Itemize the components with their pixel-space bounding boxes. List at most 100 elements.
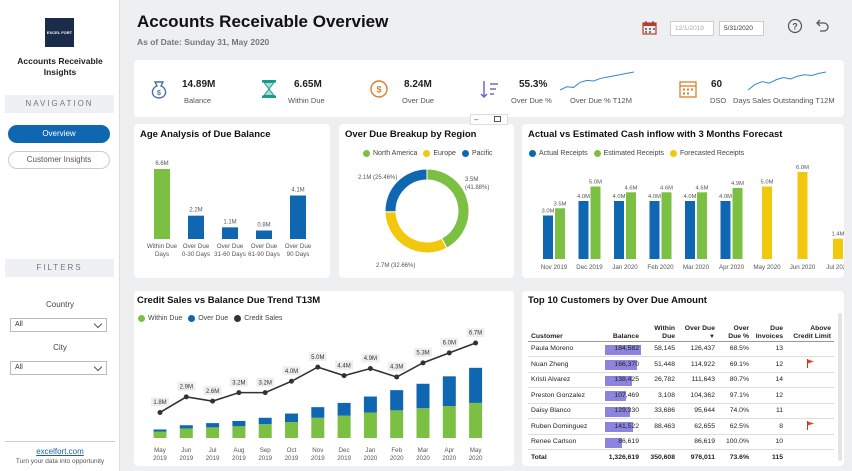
credit-sales-label: 5.0M — [311, 355, 324, 361]
date-from-input[interactable]: 12/1/2019 — [670, 21, 714, 36]
legend-label: Estimated Receipts — [603, 150, 664, 157]
col-over-due[interactable]: Over Due ▼ — [678, 311, 718, 341]
city-dropdown[interactable]: All — [10, 361, 107, 375]
col-customer[interactable]: Customer — [531, 332, 563, 340]
col-due-invoices[interactable]: Due Invoices — [755, 324, 783, 340]
age-tick-label: 61-90 Days — [248, 251, 280, 258]
over-due-bar — [363, 396, 377, 413]
balance-databar — [605, 422, 633, 432]
table-row[interactable]: Daisy Blanco 129,330 33,686 95,644 74.0% 11 — [528, 403, 834, 419]
kpi-within-due-label: Within Due — [288, 96, 325, 105]
over-due-bar — [232, 420, 246, 427]
forecast-bar-label: 4.0M — [719, 194, 732, 200]
minus-icon[interactable]: – — [474, 115, 479, 124]
forecast-bar — [762, 186, 772, 259]
donut-slice — [384, 211, 448, 254]
kpi-over-due-label: Over Due — [402, 96, 435, 105]
cell-over-due: 111,643 — [678, 372, 718, 388]
forecast-bar-label: 4.6M — [625, 185, 638, 191]
cell-due-invoices: 12 — [752, 387, 786, 404]
trend-chart: May2019Jun2019Jul2019Aug2019Sep2019Oct20… — [151, 328, 485, 462]
credit-sales-point — [420, 360, 426, 366]
over-due-bar — [206, 423, 220, 428]
within-due-bar — [153, 431, 167, 438]
age-tick-label: 0-30 Days — [182, 251, 210, 258]
cell-within-due: 58,145 — [642, 341, 678, 357]
credit-sales-label: 3.2M — [259, 380, 272, 386]
cell-due-invoices: 13 — [752, 341, 786, 357]
nav-overview-button[interactable]: Overview — [8, 125, 110, 143]
over-due-pct-sparkline-label: Over Due % T12M — [570, 96, 632, 105]
col-balance[interactable]: Balance — [612, 332, 639, 340]
col-above-credit-limit[interactable]: Above Credit Limit — [793, 324, 831, 340]
kpi-over-due-pct-value: 55.3% — [519, 79, 548, 90]
forecast-bar — [626, 192, 636, 259]
legend-swatch — [363, 150, 370, 157]
credit-sales-point — [315, 364, 321, 370]
total-due-invoices: 115 — [772, 454, 783, 461]
forecast-chart: 3.0M 3.5M Nov 2019 4.0M 5.0M Dec 2019 4.0M 4.6M… — [541, 165, 844, 271]
calendar-icon[interactable] — [642, 20, 657, 35]
age-bar-label: 1.1M — [223, 219, 236, 225]
cell-over-due: 95,644 — [678, 403, 718, 419]
legend-label: Actual Receipts — [539, 150, 588, 157]
total-label: Total — [531, 454, 547, 461]
credit-sales-point — [183, 394, 189, 400]
credit-sales-label: 5.3M — [416, 351, 429, 357]
table-row[interactable]: Ruben Dominguez 141,522 88,463 62,655 62.5% 8 — [528, 418, 834, 435]
cell-over-due-pct: 68.5% — [718, 341, 752, 357]
table-row[interactable]: Nuan Zheng 166,370 51,448 114,922 69.1% 12 — [528, 356, 834, 373]
dso-sparkline — [747, 71, 827, 91]
visual-header-toolbar[interactable]: – — [470, 114, 508, 125]
credit-sales-label: 4.3M — [390, 365, 403, 371]
cell-over-due-pct: 69.1% — [718, 356, 752, 373]
forecast-bar-label: 3.5M — [554, 201, 567, 207]
credit-sales-point — [262, 390, 268, 396]
col-over-due-pct[interactable]: Over Due % — [728, 324, 749, 340]
money-bag-icon: $ — [151, 81, 167, 99]
cell-balance: 166,370 — [604, 356, 642, 373]
col-within-due[interactable]: Within Due — [654, 324, 675, 340]
date-to-input[interactable]: 5/31/2020 — [719, 21, 764, 36]
legend-swatch — [529, 150, 536, 157]
within-due-bar — [232, 426, 246, 438]
forecast-bar — [649, 201, 660, 259]
within-due-bar — [416, 408, 430, 438]
cell-customer: Ruben Dominguez — [528, 418, 604, 435]
balance-value: 129,330 — [614, 407, 639, 415]
credit-sales-point — [394, 374, 400, 380]
table-scrollbar[interactable] — [838, 313, 842, 461]
credit-sales-point — [341, 373, 347, 379]
cell-over-due-pct: 62.5% — [718, 418, 752, 435]
trend-tick-label: Jul — [209, 447, 217, 454]
over-due-bar — [311, 407, 325, 418]
legend-label: Credit Sales — [244, 315, 283, 322]
credit-sales-label-bg — [335, 360, 354, 370]
country-dropdown[interactable]: All — [10, 318, 107, 332]
table-row[interactable]: Paula Moreno 184,582 58,145 126,437 68.5% 13 — [528, 341, 834, 357]
credit-sales-point — [236, 390, 242, 396]
region-title: Over Due Breakup by Region — [345, 129, 477, 140]
cell-over-due-pct: 74.0% — [718, 403, 752, 419]
over-due-bar — [469, 367, 483, 403]
age-tick-label: Within Due — [147, 243, 178, 250]
back-icon[interactable] — [814, 18, 830, 34]
table-row[interactable]: Renee Carlson 86,619 86,619 100.0% 10 — [528, 434, 834, 450]
table-row[interactable]: Preston Gonzalez 107,469 3,108 104,362 97.1%… — [528, 387, 834, 404]
trend-tick-label: 2020 — [364, 455, 378, 462]
city-value: All — [15, 364, 23, 371]
focus-mode-icon[interactable] — [494, 116, 501, 122]
help-icon[interactable]: ? — [787, 18, 803, 34]
chevron-down-icon — [93, 362, 103, 372]
credit-sales-point — [157, 409, 163, 415]
excelfort-link[interactable]: excelfort.com — [36, 447, 84, 456]
nav-customer-insights-button[interactable]: Customer Insights — [8, 151, 110, 169]
trend-title: Credit Sales vs Balance Due Trend T13M — [137, 295, 321, 306]
region-panel: Over Due Breakup by Region North America… — [339, 124, 514, 278]
credit-sales-label-bg — [387, 362, 406, 372]
table-row[interactable]: Kristi Alvarez 138,425 26,782 111,643 80.7% 1… — [528, 372, 834, 388]
cell-due-invoices: 10 — [752, 434, 786, 450]
red-flag-icon — [807, 358, 814, 368]
legend-swatch — [669, 150, 677, 157]
forecast-bar-label: 5.0M — [589, 180, 602, 186]
